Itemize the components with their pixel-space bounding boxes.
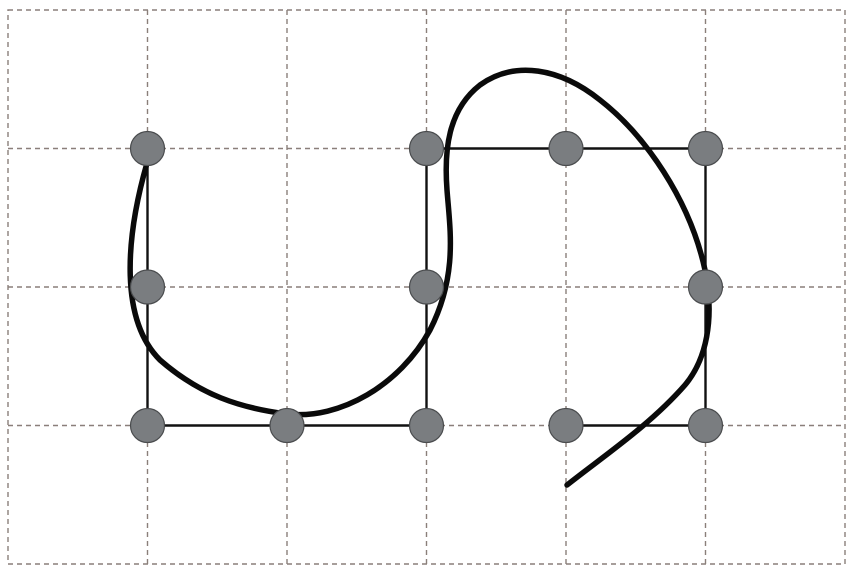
grid-node <box>269 407 305 444</box>
grid-node <box>129 130 166 167</box>
grid-node <box>129 407 166 444</box>
grid-node <box>408 269 445 305</box>
grid-nodes <box>129 130 724 444</box>
grid-node <box>687 407 724 444</box>
grid-node <box>687 269 724 305</box>
freehand-curve <box>127 67 712 488</box>
grid-node <box>548 130 584 167</box>
grid-node <box>408 407 445 444</box>
grid-node <box>548 407 584 444</box>
grid-node <box>408 130 445 167</box>
grid-node <box>687 130 724 167</box>
grid-node <box>129 269 166 305</box>
